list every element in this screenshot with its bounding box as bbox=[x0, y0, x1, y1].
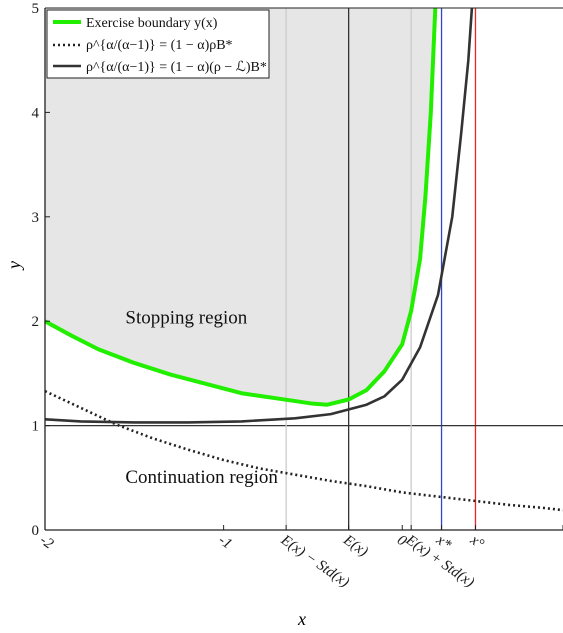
dotted-threshold-curve bbox=[44, 389, 563, 512]
x-tick-label: E(x) − Std(x) bbox=[277, 532, 352, 591]
stopping-region-label: Stopping region bbox=[125, 307, 247, 328]
legend-label-dotted-curve: ρ^{α/(α−1)} = (1 − α)ρB* bbox=[86, 38, 233, 53]
y-axis-label: y bbox=[4, 261, 24, 271]
x-axis-label: x bbox=[297, 609, 306, 629]
x-tick-label: x° bbox=[466, 532, 486, 553]
legend: Exercise boundary y(x) ρ^{α/(α−1)} = (1 … bbox=[46, 9, 270, 79]
legend-label-solid-curve: ρ^{α/(α−1)} = (1 − α)(ρ − ℒ)B* bbox=[86, 60, 267, 75]
y-tick-label: 0 bbox=[32, 523, 40, 539]
exercise-boundary-curve bbox=[44, 7, 438, 407]
solid-threshold-curve bbox=[44, 7, 474, 424]
stopping-region-fill-layer bbox=[45, 8, 436, 405]
x-tick-label: -2 bbox=[37, 532, 57, 553]
y-tick-label: 5 bbox=[32, 1, 40, 17]
legend-box bbox=[46, 9, 270, 79]
x-tick-label: -1 bbox=[215, 532, 234, 552]
x-tick-label: E(x) bbox=[340, 532, 371, 560]
y-tick-label: 4 bbox=[32, 105, 40, 121]
axes-layer bbox=[44, 7, 563, 531]
legend-label-exercise-boundary: Exercise boundary y(x) bbox=[86, 16, 218, 31]
y-tick-label: 1 bbox=[32, 419, 40, 435]
series-layer bbox=[44, 7, 563, 512]
y-tick-label: 3 bbox=[32, 210, 40, 226]
continuation-region-label: Continuation region bbox=[125, 467, 278, 488]
y-tick-label: 2 bbox=[32, 314, 40, 330]
stopping-region-area bbox=[45, 8, 436, 405]
